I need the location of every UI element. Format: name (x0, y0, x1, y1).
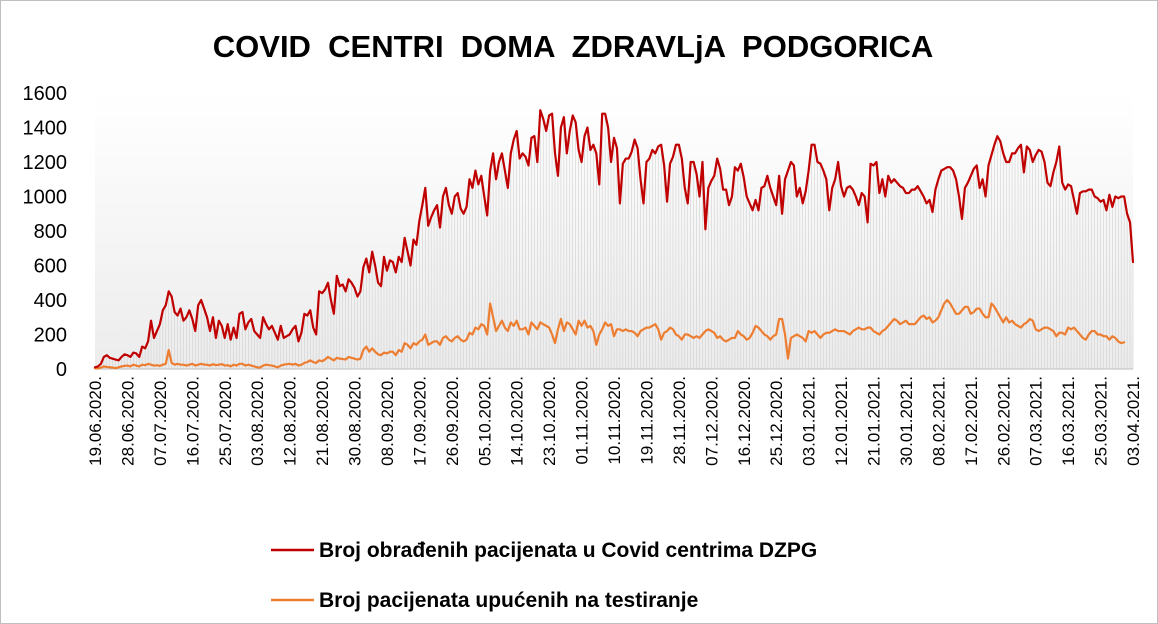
x-tick-label: 28.11.2020. (670, 376, 689, 465)
y-tick-label: 1400 (23, 118, 68, 140)
y-axis: 0 200 400 600 800 1000 1200 1400 1600 (23, 83, 68, 381)
x-tick-label: 28.06.2020. (118, 376, 137, 466)
x-tick-label: 07.12.2020. (702, 376, 721, 466)
legend-label-treated: Broj obrađenih pacijenata u Covid centri… (319, 539, 817, 562)
x-tick-label: 08.09.2020. (378, 376, 397, 466)
x-tick-label: 21.01.2021. (865, 376, 884, 466)
x-tick-label: 23.10.2020. (540, 376, 559, 466)
y-tick-label: 600 (34, 256, 67, 278)
x-tick-label: 25.12.2020. (767, 376, 786, 466)
x-tick-label: 25.07.2020. (216, 376, 235, 466)
legend-item-treated: Broj obrađenih pacijenata u Covid centri… (271, 539, 817, 562)
x-tick-label: 26.02.2021. (994, 376, 1013, 466)
y-tick-label: 1600 (23, 83, 68, 105)
x-tick-label: 17.09.2020. (410, 376, 429, 466)
y-tick-label: 800 (34, 221, 67, 243)
y-tick-label: 1000 (23, 187, 68, 209)
y-tick-label: 0 (56, 359, 67, 381)
treated-series-line (93, 109, 1135, 369)
x-tick-label: 12.08.2020. (281, 376, 300, 466)
x-tick-label: 16.03.2021. (1059, 376, 1078, 466)
x-tick-label: 30.08.2020. (346, 376, 365, 466)
x-tick-label: 19.06.2020. (86, 376, 105, 466)
x-tick-label: 01.11.2020. (573, 376, 592, 465)
x-tick-label: 07.03.2021. (1027, 376, 1046, 466)
x-tick-label: 03.08.2020. (248, 376, 267, 466)
x-tick-label: 25.03.2021. (1092, 376, 1111, 466)
x-tick-label: 07.07.2020. (151, 376, 170, 466)
x-tick-label: 10.11.2020. (605, 376, 624, 465)
x-axis: 19.06.2020. 28.06.2020. 07.07.2020. 16.07.2… (86, 368, 1143, 466)
x-tick-label: 14.10.2020. (508, 376, 527, 466)
y-tick-label: 1200 (23, 152, 68, 174)
x-tick-label: 26.09.2020. (443, 376, 462, 466)
series-layer (93, 109, 1135, 370)
tested-series-line (93, 298, 1126, 370)
x-tick-label: 03.04.2021. (1124, 376, 1143, 466)
chart-title: COVID CENTRI DOMA ZDRAVLjA PODGORICA (213, 29, 933, 64)
y-tick-label: 400 (34, 290, 67, 312)
x-tick-label: 12.01.2021. (832, 376, 851, 466)
x-tick-label: 30.01.2021. (897, 376, 916, 466)
legend-item-tested: Broj pacijenata upućenih na testiranje (271, 589, 698, 612)
x-tick-label: 21.08.2020. (313, 376, 332, 466)
legend-label-tested: Broj pacijenata upućenih na testiranje (319, 589, 698, 612)
legend: Broj obrađenih pacijenata u Covid centri… (271, 539, 817, 612)
droplines (94, 110, 1134, 369)
x-tick-label: 08.02.2021. (929, 376, 948, 466)
x-tick-label: 16.07.2020. (183, 376, 202, 466)
x-tick-label: 16.12.2020. (735, 376, 754, 466)
y-tick-label: 200 (34, 325, 67, 347)
x-tick-label: 03.01.2021. (800, 376, 819, 466)
x-tick-label: 05.10.2020. (475, 376, 494, 466)
x-tick-label: 17.02.2021. (962, 376, 981, 466)
x-tick-label: 19.11.2020. (637, 376, 656, 465)
